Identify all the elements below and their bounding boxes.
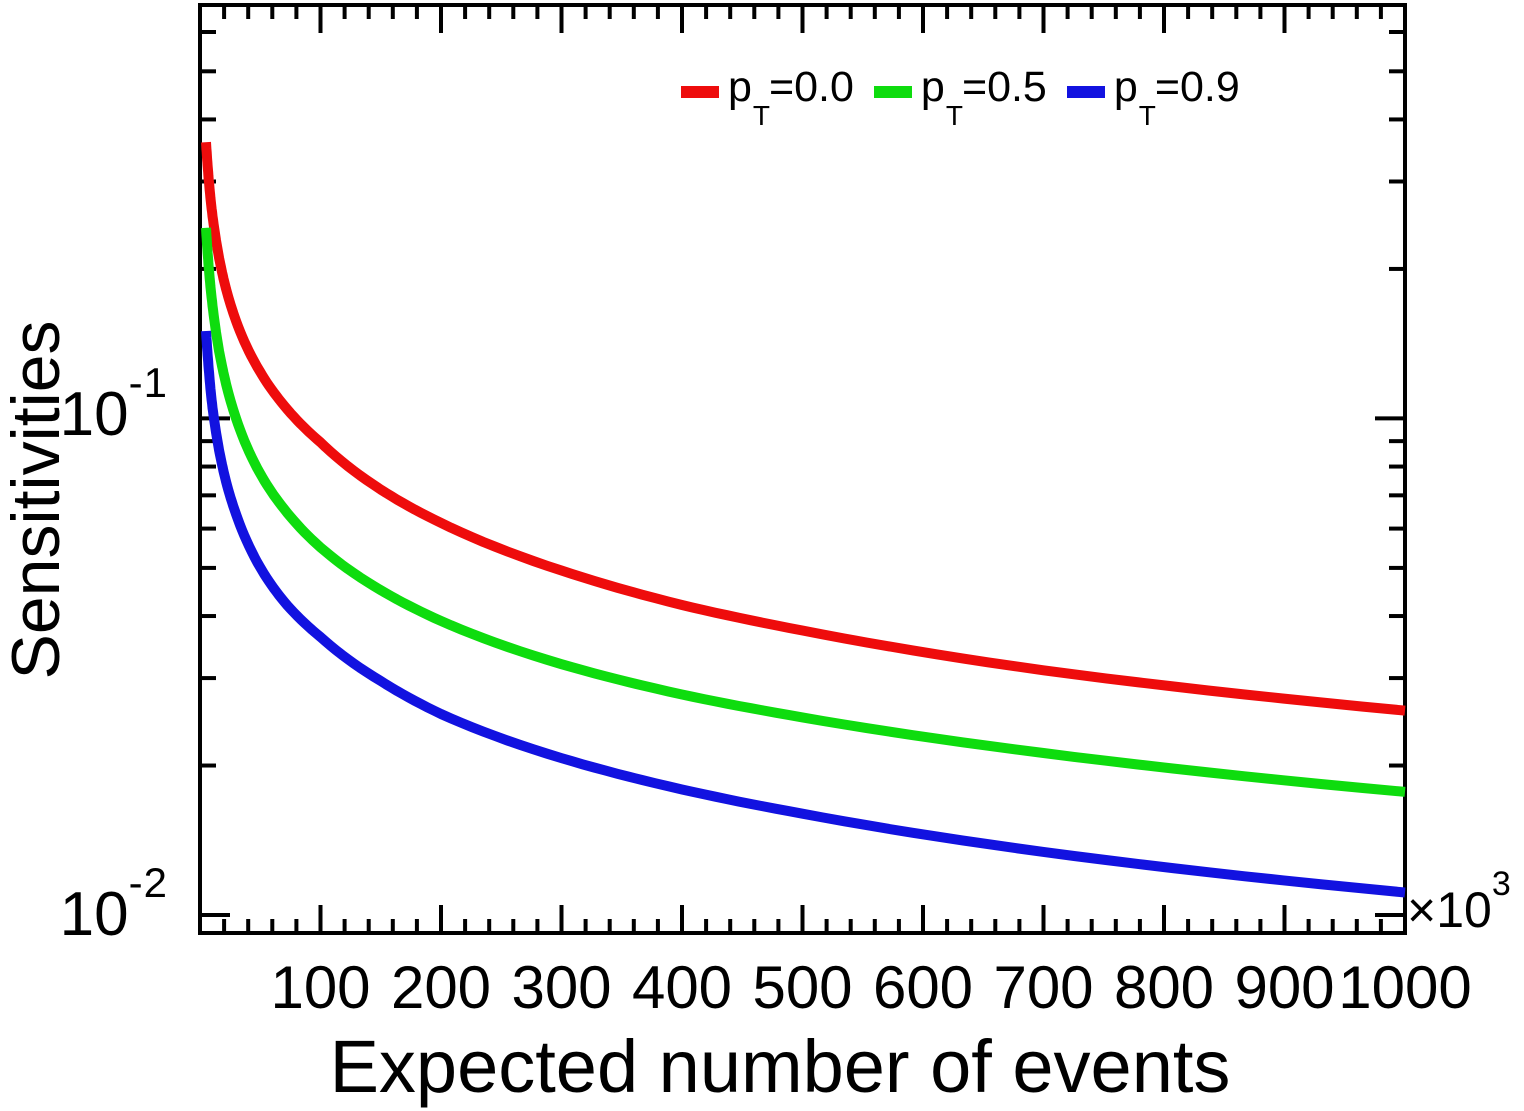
x-tick-label-1000: 1000 <box>1338 954 1472 1021</box>
y-tick-label-0.01: 10-2 <box>59 859 168 949</box>
x-axis-multiplier: ×103 <box>1407 865 1511 938</box>
y-tick-label-0.1: 10-1 <box>59 359 168 449</box>
x-axis-title: Expected number of events <box>329 1025 1231 1108</box>
series-line-1 <box>201 226 1406 797</box>
x-tick-label-200: 200 <box>390 954 492 1021</box>
legend-entry-0: pT=0.0 <box>681 63 854 131</box>
legend-entry-1: pT=0.5 <box>873 63 1047 131</box>
series-line-0 <box>201 140 1406 716</box>
x-tick-label-600: 600 <box>872 954 974 1021</box>
legend-swatch-icon <box>681 85 719 98</box>
y-axis-title: Sensitivities <box>0 320 74 680</box>
x-tick-label-800: 800 <box>1113 954 1215 1021</box>
legend-entry-2: pT=0.9 <box>1066 63 1240 131</box>
legend-label: pT=0.0 <box>728 63 854 131</box>
x-tick-label-900: 900 <box>1234 954 1335 1021</box>
x-tick-label-500: 500 <box>752 954 853 1021</box>
legend: pT=0.0 pT=0.5 pT=0.9 <box>681 63 1240 131</box>
x-tick-label-700: 700 <box>993 954 1094 1021</box>
legend-swatch-icon <box>873 85 912 98</box>
legend-swatch-icon <box>1066 85 1105 98</box>
axis-ticks <box>200 5 1407 933</box>
legend-label: pT=0.5 <box>920 63 1047 131</box>
legend-label: pT=0.9 <box>1113 63 1240 131</box>
x-tick-label-300: 300 <box>511 954 612 1021</box>
series-lines <box>201 140 1406 898</box>
x-tick-label-400: 400 <box>631 954 733 1021</box>
series-line-2 <box>201 329 1406 898</box>
x-tick-label-100: 100 <box>270 954 371 1021</box>
